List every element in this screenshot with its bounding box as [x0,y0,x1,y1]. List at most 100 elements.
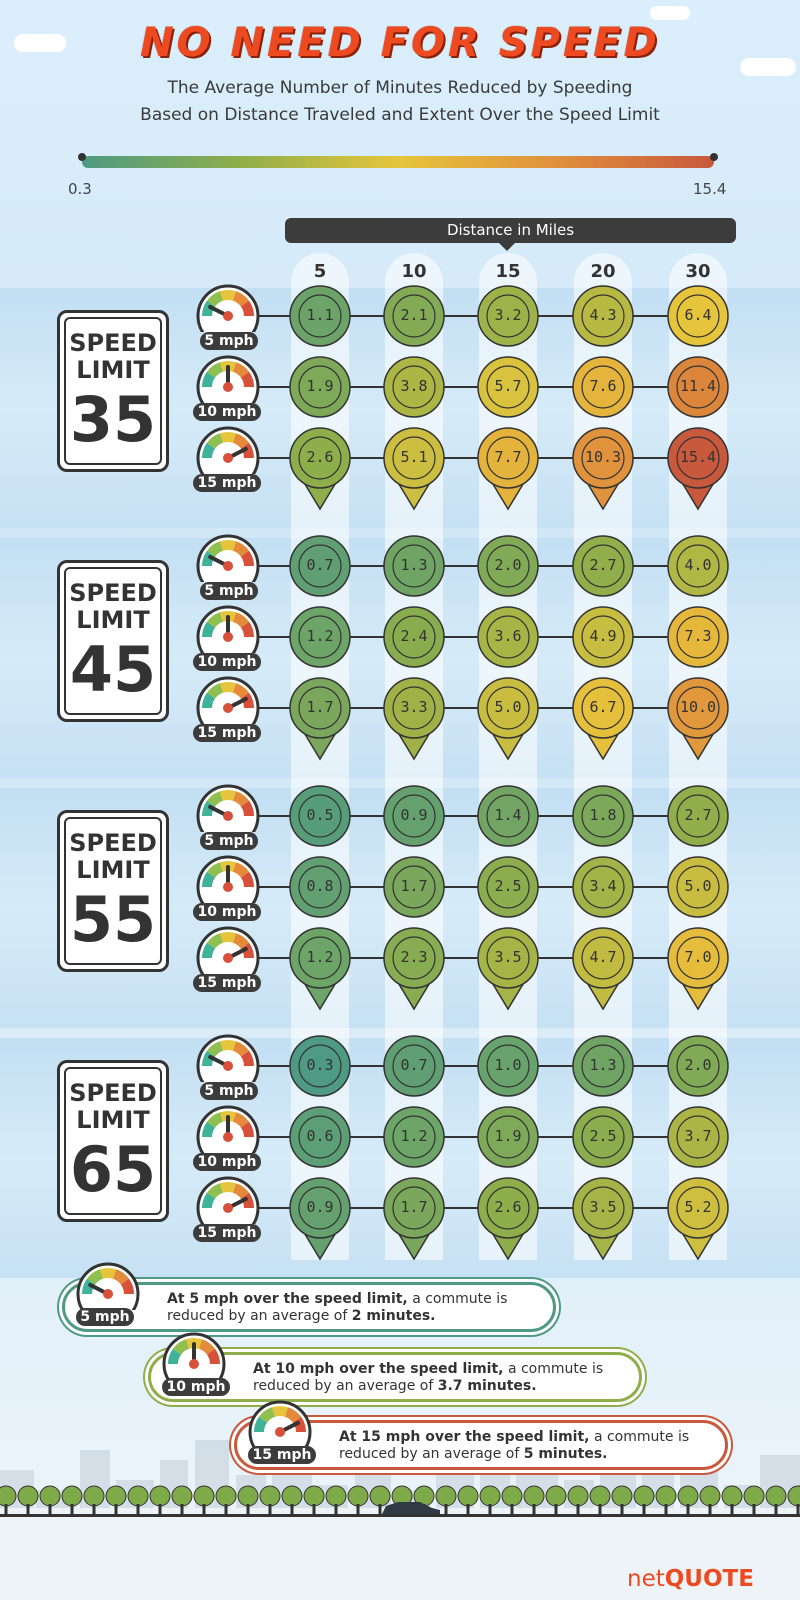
heatmap-cell [289,677,351,761]
data-label: 11.4 [679,377,717,395]
speedometer-icon [196,532,260,598]
row-label: 15 mph [193,974,261,992]
callout-badge: 5 mph [76,1308,134,1326]
distance-header: Distance in Miles [285,218,736,251]
speedometer-icon [196,282,260,348]
heatmap-cell [667,1177,729,1261]
data-label: 0.8 [306,877,334,895]
data-label: 0.5 [306,806,334,824]
heatmap-cell [383,1177,445,1261]
sign-border [64,317,162,465]
row-connector [252,957,702,959]
data-label: 4.0 [684,556,712,574]
x-tick-label: 15 [495,261,521,282]
row-label: 10 mph [193,903,261,921]
heatmap-cell [383,285,445,347]
row-connector [252,315,702,317]
speed-limit-sign: SPEED LIMIT 35 [57,310,169,472]
sign-limit-label: LIMIT [76,356,150,384]
sign-limit-label: LIMIT [76,606,150,634]
data-label: 2.0 [494,556,522,574]
row-label: 15 mph [193,474,261,492]
row-connector [252,1207,702,1209]
row-connector [252,886,702,888]
speedometer-icon [196,1174,260,1240]
heatmap-cell [572,285,634,347]
speedometer-icon [196,603,260,669]
speedometer-icon [162,1330,226,1396]
x-tick-label: 5 [313,261,327,282]
callout-bold: At 15 mph over the speed limit, [339,1429,590,1445]
data-label: 1.7 [400,1198,428,1216]
heatmap-cell [667,927,729,1011]
x-tick-label: 30 [685,261,711,282]
heatmap-cell [667,535,729,597]
row-label: 10 mph [193,403,261,421]
speedometer-icon [196,424,260,490]
data-label: 1.7 [306,698,334,716]
data-label: 1.2 [306,627,334,645]
data-label: 2.6 [306,448,334,466]
callout-badge: 15 mph [248,1446,316,1464]
heatmap-cell [667,1035,729,1097]
data-label: 15.4 [679,448,717,466]
cloud-decoration [14,34,66,52]
heatmap-cell [572,1177,634,1261]
data-label: 4.3 [589,306,617,324]
sign-limit-value: 35 [69,383,157,456]
heatmap-cell [572,535,634,597]
speed-limit-sign: SPEED LIMIT 65 [57,1060,169,1222]
data-label: 2.4 [400,627,428,645]
callout-value: 3.7 minutes. [437,1378,537,1394]
data-label: 1.3 [589,1056,617,1074]
heatmap-cell [289,356,351,418]
legend-min-label: 0.3 [68,180,92,198]
heatmap-cell [289,785,351,847]
row-label: 5 mph [200,832,258,850]
data-label: 0.6 [306,1127,334,1145]
subtitle-line-2: Based on Distance Traveled and Extent Ov… [140,105,660,125]
data-label: 2.3 [400,948,428,966]
sign-speed-label: SPEED [69,579,157,607]
x-tick-label: 20 [590,261,616,282]
heatmap-cell [477,856,539,918]
speedometer-icon [196,674,260,740]
data-label: 3.3 [400,698,428,716]
heatmap-cell [289,285,351,347]
cloud-decoration [740,58,796,76]
row-connector [252,636,702,638]
sign-limit-label: LIMIT [76,856,150,884]
heatmap-cell [289,856,351,918]
netquote-logo: netQUOTE [627,1566,754,1592]
heatmap-cell [572,856,634,918]
data-label: 1.8 [589,806,617,824]
data-label: 7.3 [684,627,712,645]
heatmap-cell [572,1106,634,1168]
sign-border [64,567,162,715]
data-label: 5.0 [684,877,712,895]
row-connector [252,457,702,459]
heatmap-cell [289,606,351,668]
row-connector [252,386,702,388]
sign-limit-label: LIMIT [76,1106,150,1134]
heatmap-cell [477,1106,539,1168]
callout-value: 2 minutes. [351,1308,436,1324]
subtitle-line-1: The Average Number of Minutes Reduced by… [167,78,633,98]
data-label: 1.9 [306,377,334,395]
sign-speed-label: SPEED [69,329,157,357]
data-label: 2.5 [589,1127,617,1145]
speed-limit-sign: SPEED LIMIT 45 [57,560,169,722]
heatmap-cell [477,427,539,511]
data-label: 3.2 [494,306,522,324]
row-label: 10 mph [193,1153,261,1171]
heatmap-cell [667,856,729,918]
heatmap-cell [477,606,539,668]
callout-text: At 15 mph over the speed limit, a commut… [339,1429,690,1462]
data-label: 5.2 [684,1198,712,1216]
callout-text: At 5 mph over the speed limit, a commute… [167,1291,508,1324]
heatmap-cell [572,1035,634,1097]
data-label: 10.3 [584,448,622,466]
heatmap-cell [289,1177,351,1261]
callout-badge: 10 mph [162,1378,230,1396]
data-label: 4.7 [589,948,617,966]
